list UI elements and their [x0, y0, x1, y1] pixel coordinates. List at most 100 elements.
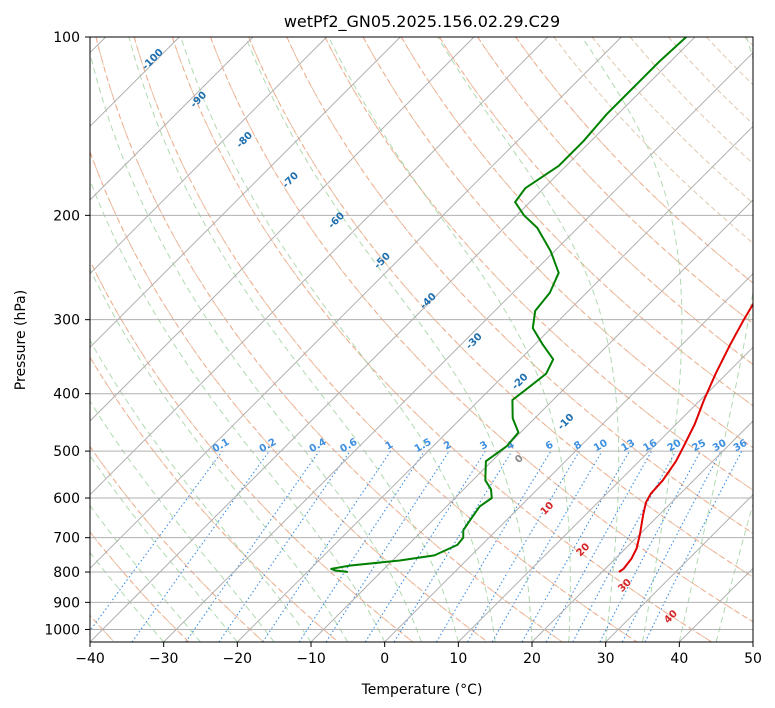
- moist-adiabat-line: [715, 501, 753, 642]
- moist-adiabat-line: [90, 454, 238, 642]
- adiabat-label: -90: [189, 90, 210, 111]
- isotherm-gridline: [310, 199, 753, 642]
- adiabat-label: -80: [235, 130, 256, 151]
- temperature-guide-line: [477, 37, 753, 325]
- mixing-ratio-label: 10: [592, 438, 610, 455]
- x-tick-label: 0: [380, 651, 389, 667]
- temperature-guide-line: [324, 37, 753, 491]
- dry-adiabat-line: [133, 37, 638, 642]
- mixing-ratio-label: 25: [690, 438, 708, 455]
- isotherm-gridline: [90, 37, 549, 496]
- mixing-ratio-label: 30: [711, 438, 729, 455]
- isotherm-gridline: [163, 51, 753, 642]
- mixing-ratio-label: 8: [572, 439, 584, 452]
- mixing-ratio-line: [298, 450, 425, 642]
- x-tick-label: 40: [670, 651, 688, 667]
- y-tick-label: 600: [53, 491, 80, 507]
- adiabat-label: -70: [281, 170, 302, 191]
- dry-adiabat-line: [90, 150, 488, 642]
- moist-adiabat-line: [678, 37, 753, 642]
- temperature-guide-line: [90, 150, 488, 642]
- y-tick-label: 200: [53, 208, 80, 224]
- mixing-ratio-label: 0.4: [308, 437, 329, 455]
- temperature-guide-line: [400, 37, 753, 407]
- x-tick-label: −10: [296, 651, 326, 667]
- moist-adiabat-line: [128, 37, 459, 642]
- temperature-profile-line: [618, 302, 753, 573]
- temperature-guide-line: [171, 37, 712, 642]
- mixing-ratio-line: [467, 450, 580, 642]
- isotherm-gridline: [90, 37, 401, 349]
- mixing-ratio-label: 2: [442, 439, 454, 452]
- mixing-ratio-line: [393, 450, 513, 642]
- moist-adiabat-line: [437, 37, 620, 642]
- mixing-ratio-line: [131, 450, 270, 642]
- y-axis-title: Pressure (hPa): [13, 290, 29, 390]
- dry-adiabat-line: [706, 37, 753, 86]
- dry-adiabat-line: [591, 37, 753, 204]
- temperature-guide-line: [90, 356, 339, 642]
- dry-adiabat-line: [90, 445, 264, 642]
- dry-adiabat-line: [90, 259, 414, 642]
- profile-series: [330, 37, 753, 573]
- dry-adiabat-line: [210, 37, 753, 623]
- isotherm-gridline: [90, 37, 475, 422]
- isotherm-gridline: [90, 37, 622, 570]
- mixing-ratio-line: [435, 450, 552, 642]
- moist-adiabat-line: [90, 400, 275, 642]
- temperature-guide-line: [90, 445, 264, 642]
- adiabat-label: -60: [326, 211, 347, 232]
- mixing-ratio-line: [364, 450, 486, 642]
- y-tick-label: 100: [53, 30, 80, 46]
- y-tick-label: 800: [53, 565, 80, 581]
- x-axis-title: Temperature (°C): [361, 682, 483, 698]
- grid-lines: [90, 37, 753, 642]
- adiabat-label: 20: [575, 541, 593, 559]
- moist-adiabat-line: [90, 339, 312, 642]
- temperature-guide-line: [90, 259, 414, 642]
- dry-adiabat-line: [629, 37, 753, 165]
- dry-adiabat-line: [171, 37, 712, 642]
- isotherm-gridline: [384, 272, 753, 642]
- isotherm-gridline: [457, 346, 753, 642]
- dry-adiabat-line: [553, 37, 753, 244]
- adiabat-label: 0: [513, 453, 526, 466]
- y-tick-label: 500: [53, 444, 80, 460]
- mixing-ratio-label: 3: [478, 439, 490, 452]
- moist-adiabat-line: [328, 37, 571, 642]
- isotherm-gridline: [752, 641, 753, 642]
- temperature-guide-line: [286, 37, 753, 534]
- y-tick-label: 700: [53, 531, 80, 547]
- mixing-ratio-label: 16: [642, 438, 660, 455]
- adiabat-label: 10: [539, 500, 557, 518]
- isotherm-gridline: [90, 37, 328, 275]
- moist-adiabat-line: [581, 37, 683, 642]
- adiabat-label: -40: [418, 291, 439, 312]
- mixing-ratio-label: 0.6: [338, 437, 359, 455]
- mixing-ratio-line: [491, 450, 603, 642]
- background-lines: [90, 37, 753, 642]
- adiabat-label: 40: [662, 608, 680, 626]
- adiabat-label: -10: [556, 412, 577, 433]
- axes-frame: [89, 36, 754, 643]
- temperature-guide-line: [133, 37, 638, 642]
- moist-adiabat-line: [90, 51, 422, 642]
- x-tick-label: −40: [75, 651, 105, 667]
- mixing-ratio-label: 13: [619, 438, 637, 455]
- dry-adiabat-line: [477, 37, 753, 325]
- dry-adiabat-line: [515, 37, 753, 284]
- mixing-ratio-line: [325, 450, 450, 642]
- mixing-ratio-label: 4: [505, 439, 517, 452]
- adiabat-label: 30: [616, 577, 634, 595]
- x-tick-label: 20: [523, 651, 541, 667]
- y-tick-label: 1000: [44, 622, 80, 638]
- mixing-ratio-label: 6: [544, 439, 556, 452]
- temperature-guide-line: [438, 37, 753, 366]
- moist-adiabat-line: [90, 267, 349, 642]
- mixing-ratio-line: [572, 450, 677, 642]
- plot-frame: [89, 36, 754, 643]
- temperature-guide-line: [210, 37, 753, 623]
- mixing-ratio-line: [545, 450, 653, 642]
